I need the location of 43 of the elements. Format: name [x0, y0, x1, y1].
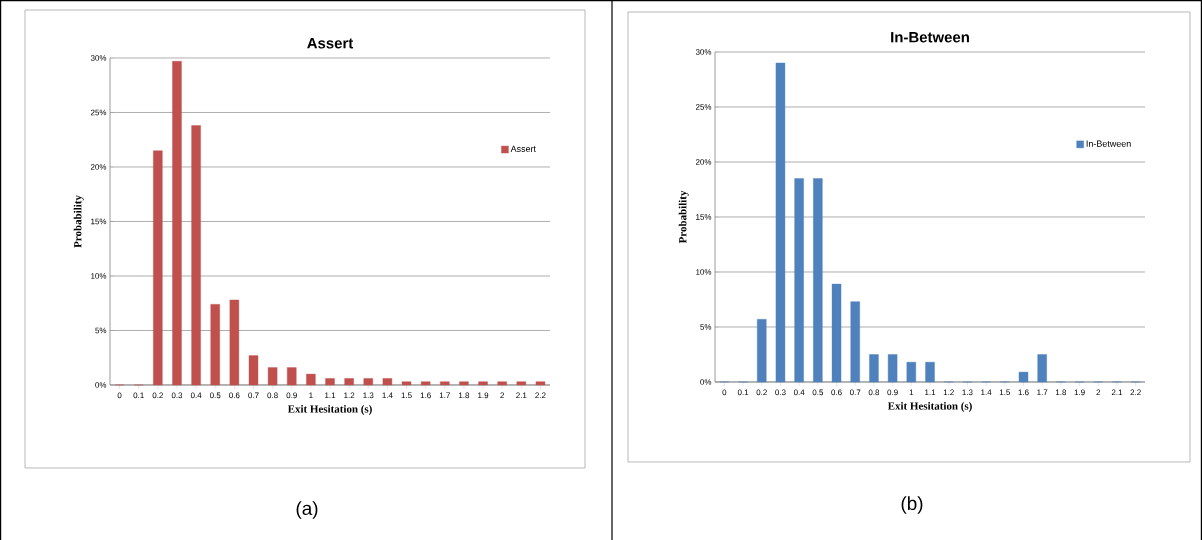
- bar: [1018, 371, 1029, 383]
- bar: [459, 381, 469, 386]
- bar: [1037, 354, 1047, 383]
- legend-label: In-Between: [1086, 140, 1131, 147]
- bar: [229, 299, 240, 386]
- bar: [813, 178, 823, 383]
- bar: [306, 373, 316, 386]
- x-axis-title: Exit Hesitation (s): [287, 405, 372, 415]
- bar: [869, 354, 879, 383]
- bar: [906, 361, 917, 383]
- bar: [794, 178, 804, 383]
- bar: [287, 367, 297, 386]
- bar: [478, 381, 488, 386]
- bar: [382, 378, 393, 386]
- x-axis-title: Exit Hesitation (s): [887, 402, 972, 412]
- bar: [497, 381, 507, 386]
- y-axis-title: Probability: [678, 190, 689, 244]
- chart-title: In-Between: [891, 32, 969, 43]
- bar: [535, 381, 546, 386]
- bar: [925, 361, 935, 383]
- text: (a): [296, 501, 318, 519]
- bar: [420, 381, 431, 386]
- bar: [775, 62, 786, 383]
- bar: [172, 61, 182, 386]
- bar: [210, 304, 220, 386]
- legend-label: Assert: [510, 145, 536, 152]
- bar: [440, 381, 450, 386]
- bar: [248, 355, 259, 386]
- bar: [363, 378, 373, 386]
- text: (b): [901, 496, 923, 514]
- bar: [191, 125, 201, 386]
- bar: [401, 381, 412, 386]
- bar: [267, 367, 278, 386]
- bar: [850, 301, 860, 383]
- bar: [325, 378, 335, 386]
- bar: [887, 354, 898, 383]
- bar: [757, 319, 767, 383]
- y-axis-title: Probability: [73, 195, 84, 248]
- bar: [831, 283, 842, 383]
- chart-title: Assert: [307, 38, 354, 49]
- bar: [516, 381, 527, 386]
- bar: [344, 378, 354, 386]
- bar: [153, 150, 163, 386]
